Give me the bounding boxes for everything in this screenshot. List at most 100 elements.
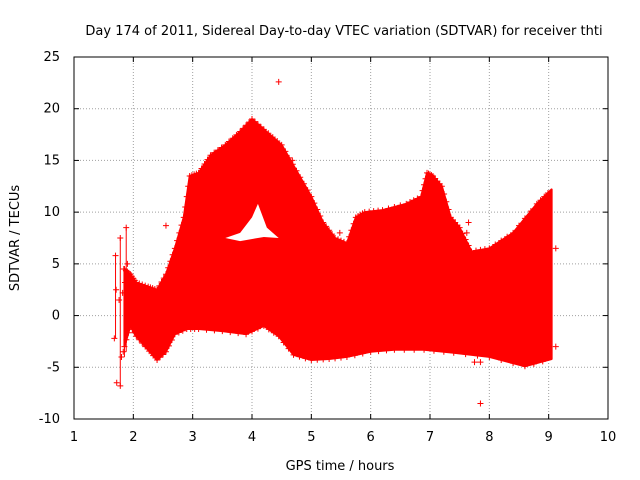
- edge-marker: [296, 353, 303, 360]
- edge-marker: [350, 220, 357, 227]
- edge-marker: [492, 241, 499, 248]
- edge-marker: [185, 183, 192, 190]
- edge-marker: [136, 280, 143, 287]
- edge-marker: [285, 345, 292, 352]
- edge-marker: [450, 349, 457, 356]
- edge-marker: [406, 199, 413, 206]
- edge-marker: [498, 237, 505, 244]
- x-tick-labels: 1 2 3 4 5 6 7 8 9 10: [70, 430, 616, 445]
- edge-marker: [131, 329, 138, 336]
- edge-marker: [218, 144, 225, 151]
- data-point: [120, 348, 127, 355]
- edge-marker: [379, 207, 386, 214]
- edge-marker: [421, 181, 428, 188]
- edge-marker: [486, 353, 493, 360]
- edge-marker: [391, 346, 398, 353]
- edge-marker: [204, 156, 211, 163]
- edge-marker: [383, 347, 390, 354]
- edge-marker: [465, 242, 472, 249]
- edge-marker: [154, 357, 161, 364]
- edge-marker: [275, 333, 282, 340]
- edge-marker: [270, 329, 277, 336]
- edge-marker: [367, 348, 374, 355]
- edge-marker: [410, 197, 417, 204]
- edge-marker: [370, 208, 377, 215]
- edge-marker: [254, 121, 261, 128]
- x-tick-label: 7: [426, 430, 434, 445]
- edge-marker: [311, 200, 318, 207]
- data-point: [162, 222, 169, 229]
- edge-marker: [308, 193, 315, 200]
- data-point: [552, 245, 559, 252]
- edge-marker: [314, 206, 321, 213]
- edge-marker: [251, 118, 258, 125]
- x-tick-label: 1: [70, 430, 78, 445]
- edge-marker: [481, 246, 488, 253]
- edge-marker: [201, 161, 208, 168]
- edge-marker: [385, 205, 392, 212]
- edge-marker: [527, 208, 534, 215]
- edge-marker: [154, 286, 161, 293]
- edge-marker: [462, 236, 469, 243]
- edge-marker: [338, 237, 344, 244]
- edge-marker: [521, 363, 528, 370]
- edge-marker: [286, 154, 293, 161]
- edge-marker: [317, 213, 324, 220]
- edge-marker: [323, 223, 330, 230]
- edge-marker: [167, 258, 174, 265]
- edge-marker: [274, 138, 281, 145]
- edge-marker: [233, 131, 240, 138]
- edge-marker: [533, 200, 540, 207]
- x-tick-label: 8: [485, 430, 493, 445]
- data-point: [120, 266, 127, 273]
- edge-marker: [211, 327, 218, 334]
- edge-marker: [477, 246, 484, 253]
- y-tick-label: 20: [43, 102, 60, 117]
- edge-marker: [156, 282, 163, 289]
- edge-marker: [280, 339, 287, 346]
- edge-marker: [320, 356, 327, 363]
- plot-frame: [73, 56, 609, 420]
- edge-marker: [150, 352, 157, 359]
- edge-marker: [125, 269, 132, 276]
- x-tick-label: 5: [307, 430, 315, 445]
- edge-marker: [320, 219, 327, 226]
- edge-marker: [441, 191, 448, 198]
- data-point: [465, 219, 472, 226]
- data-point: [118, 353, 125, 360]
- data-point: [122, 279, 129, 286]
- edge-marker: [411, 346, 418, 353]
- edge-marker: [219, 328, 226, 335]
- edge-marker: [351, 352, 358, 359]
- edge-marker: [160, 275, 167, 282]
- edge-marker: [171, 245, 178, 252]
- edge-marker: [537, 197, 544, 204]
- edge-marker: [183, 193, 190, 200]
- edge-marker: [293, 167, 300, 174]
- edge-marker: [422, 175, 429, 182]
- data-point: [112, 252, 119, 259]
- data-point: [117, 382, 124, 389]
- edge-marker: [504, 233, 511, 240]
- edge-marker: [214, 147, 221, 154]
- edge-marker: [521, 215, 528, 222]
- edge-marker: [127, 322, 134, 329]
- x-tick-label: 9: [545, 430, 553, 445]
- edge-marker: [348, 227, 355, 234]
- edge-marker: [175, 329, 182, 336]
- edge-marker: [539, 358, 546, 365]
- edge-marker: [375, 207, 382, 214]
- edge-marker: [430, 347, 437, 354]
- edge-marker: [136, 336, 143, 343]
- data-point: [111, 335, 118, 342]
- edge-marker: [361, 209, 368, 216]
- data-point: [289, 157, 296, 164]
- edge-marker: [133, 333, 140, 340]
- edge-marker: [326, 356, 333, 363]
- edge-marker: [243, 331, 250, 338]
- edge-marker: [359, 350, 366, 357]
- edge-marker: [302, 355, 309, 362]
- edge-marker: [211, 149, 218, 156]
- edge-marker: [366, 208, 373, 215]
- edge-marker: [343, 240, 350, 247]
